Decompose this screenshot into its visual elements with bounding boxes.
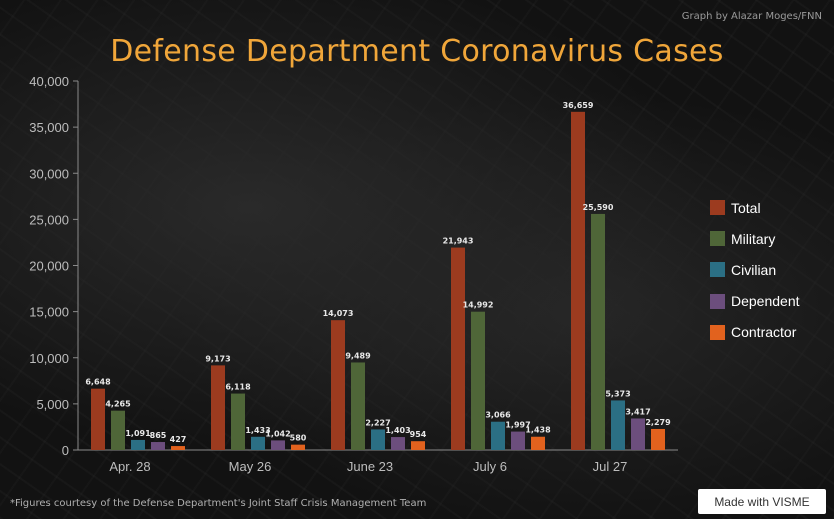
legend-item-civilian[interactable]: Civilian bbox=[710, 254, 800, 285]
y-tick-label: 5,000 bbox=[36, 397, 69, 412]
data-label-military: 6,118 bbox=[225, 383, 251, 392]
data-label-contractor: 2,279 bbox=[645, 418, 671, 427]
data-label-total: 9,173 bbox=[205, 354, 230, 363]
bar-total-5 bbox=[571, 111, 585, 450]
legend-swatch-dependent bbox=[710, 293, 725, 309]
legend-label-military: Military bbox=[731, 230, 776, 247]
bar-military-5 bbox=[591, 213, 605, 450]
bar-contractor-3 bbox=[411, 441, 425, 450]
y-tick-label: 10,000 bbox=[29, 351, 69, 366]
data-label-dependent: 3,417 bbox=[625, 407, 650, 416]
bar-civilian-4 bbox=[491, 421, 505, 450]
bar-civilian-3 bbox=[371, 429, 385, 450]
x-tick-label: Apr. 28 bbox=[109, 459, 150, 474]
data-label-civilian: 5,373 bbox=[605, 389, 630, 398]
y-tick-label: 25,000 bbox=[29, 212, 69, 227]
y-tick-label: 0 bbox=[62, 443, 69, 458]
data-label-contractor: 1,438 bbox=[525, 426, 551, 435]
bar-civilian-1 bbox=[131, 439, 145, 450]
data-label-civilian: 1,433 bbox=[245, 426, 270, 435]
bar-total-1 bbox=[91, 388, 105, 450]
legend-item-dependent[interactable]: Dependent bbox=[710, 286, 800, 317]
data-label-contractor: 580 bbox=[290, 434, 307, 443]
y-tick-label: 20,000 bbox=[29, 259, 69, 274]
bar-dependent-5 bbox=[631, 418, 645, 450]
data-label-military: 4,265 bbox=[105, 400, 131, 409]
y-tick-label: 15,000 bbox=[29, 305, 69, 320]
data-label-military: 14,992 bbox=[463, 301, 494, 310]
bar-military-1 bbox=[111, 410, 125, 450]
bar-contractor-5 bbox=[651, 428, 665, 450]
bar-dependent-1 bbox=[151, 442, 165, 450]
legend-label-contractor: Contractor bbox=[731, 324, 797, 341]
bar-dependent-2 bbox=[271, 440, 285, 450]
bar-contractor-1 bbox=[171, 446, 185, 450]
data-label-civilian: 1,091 bbox=[125, 429, 151, 438]
legend-label-dependent: Dependent bbox=[731, 293, 800, 310]
data-label-total: 6,648 bbox=[85, 378, 111, 387]
legend-swatch-contractor bbox=[710, 324, 725, 340]
bar-military-3 bbox=[351, 362, 365, 450]
legend-item-military[interactable]: Military bbox=[710, 223, 800, 254]
x-tick-label: July 6 bbox=[473, 459, 507, 474]
legend-item-total[interactable]: Total bbox=[710, 192, 800, 223]
legend-swatch-military bbox=[710, 231, 725, 247]
legend: Total Military Civilian Dependent Contra… bbox=[710, 192, 800, 348]
legend-label-total: Total bbox=[731, 199, 761, 216]
data-label-total: 36,659 bbox=[563, 101, 594, 110]
bar-dependent-4 bbox=[511, 431, 525, 450]
bar-total-2 bbox=[211, 365, 225, 450]
graph-credit: Graph by Alazar Moges/FNN bbox=[681, 11, 822, 22]
data-label-civilian: 3,066 bbox=[485, 411, 511, 420]
legend-swatch-total bbox=[710, 200, 725, 216]
bar-total-3 bbox=[331, 320, 345, 450]
bar-civilian-5 bbox=[611, 400, 625, 450]
y-tick-label: 35,000 bbox=[29, 120, 69, 135]
bar-dependent-3 bbox=[391, 437, 405, 450]
legend-label-civilian: Civilian bbox=[731, 261, 777, 278]
data-label-military: 9,489 bbox=[345, 351, 371, 360]
y-tick-label: 30,000 bbox=[29, 166, 69, 181]
bar-military-4 bbox=[471, 311, 485, 450]
data-label-total: 14,073 bbox=[323, 309, 354, 318]
data-label-civilian: 2,227 bbox=[365, 418, 390, 427]
chart-title: Defense Department Coronavirus Cases bbox=[110, 34, 724, 69]
footnote: *Figures courtesy of the Defense Departm… bbox=[10, 498, 427, 509]
bar-military-2 bbox=[231, 393, 245, 450]
x-tick-label: June 23 bbox=[347, 459, 393, 474]
data-label-contractor: 427 bbox=[170, 435, 187, 444]
data-label-dependent: 865 bbox=[150, 431, 167, 440]
legend-swatch-civilian bbox=[710, 262, 725, 278]
bar-contractor-4 bbox=[531, 436, 545, 450]
bar-civilian-2 bbox=[251, 436, 265, 450]
x-tick-label: May 26 bbox=[229, 459, 272, 474]
bar-total-4 bbox=[451, 247, 465, 450]
data-label-dependent: 1,403 bbox=[385, 426, 410, 435]
bar-contractor-2 bbox=[291, 444, 305, 450]
data-label-military: 25,590 bbox=[583, 203, 614, 212]
made-with-visme-badge[interactable]: Made with VISME bbox=[698, 489, 826, 514]
data-label-dependent: 1,997 bbox=[505, 421, 530, 430]
data-label-total: 21,943 bbox=[443, 237, 474, 246]
data-label-dependent: 1,042 bbox=[265, 429, 290, 438]
y-tick-label: 40,000 bbox=[29, 74, 69, 89]
data-label-contractor: 954 bbox=[410, 430, 427, 439]
x-tick-label: Jul 27 bbox=[593, 459, 628, 474]
legend-item-contractor[interactable]: Contractor bbox=[710, 317, 800, 348]
